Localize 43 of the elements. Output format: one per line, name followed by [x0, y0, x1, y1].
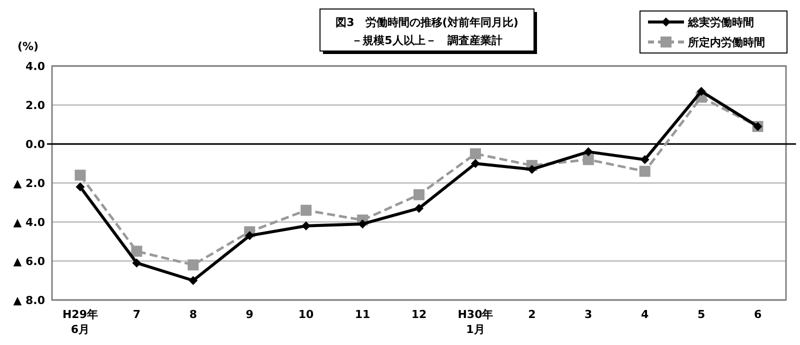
y-tick-label: ▲ 4.0 [13, 216, 46, 229]
y-axis-title: (%) [17, 40, 39, 53]
point [582, 154, 594, 166]
point [131, 246, 142, 257]
point [414, 189, 424, 200]
x-tick-label: 2 [528, 308, 536, 321]
point [76, 182, 85, 192]
y-tick-label: 2.0 [26, 99, 46, 112]
point [696, 86, 706, 96]
x-tick-label: 9 [246, 308, 254, 321]
point [414, 204, 424, 213]
point [584, 147, 593, 156]
x-tick-label: 10 [298, 308, 314, 321]
x-tick-label: 3 [584, 308, 592, 321]
x-tick-label: 12 [411, 308, 427, 321]
x-tick-label: 4 [641, 308, 650, 321]
x-tick-label: 8 [189, 308, 197, 321]
x-tick-label: 11 [354, 308, 370, 321]
point [300, 204, 312, 216]
x-tick-label: H30年 1月 [458, 308, 494, 336]
point [358, 219, 368, 228]
point [640, 155, 650, 164]
point [188, 276, 198, 285]
point [188, 259, 199, 270]
point [74, 170, 86, 181]
x-tick-label: 5 [697, 308, 706, 321]
x-tick-label: 7 [132, 308, 141, 321]
x-tick-label: H29年 6月 [62, 308, 98, 336]
chart-title: 図3 労働時間の推移(対前年同月比) [336, 16, 518, 29]
y-tick-label: 0.0 [26, 138, 46, 151]
y-tick-label: ▲ 2.0 [13, 177, 46, 190]
point [470, 159, 480, 168]
point [470, 148, 481, 160]
point [245, 231, 254, 240]
y-tick-label: 4.0 [26, 60, 46, 73]
point [132, 258, 142, 268]
x-tick-label: 6 [754, 308, 762, 321]
y-tick-label: ▲ 8.0 [13, 294, 46, 307]
y-tick-label: ▲ 6.0 [13, 255, 46, 268]
chart-subtitle: －規模5人以上－ 調査産業計 [352, 34, 502, 47]
legend-label: 所定内労働時間 [687, 36, 765, 49]
legend-label: 総実労働時間 [687, 16, 754, 29]
point [639, 166, 650, 177]
